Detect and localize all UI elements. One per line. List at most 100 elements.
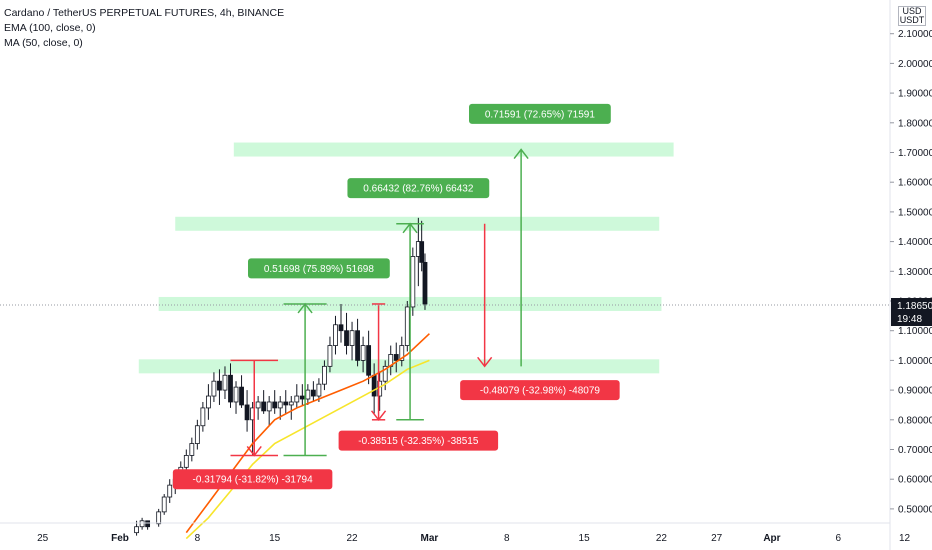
candle-4 (162, 494, 166, 515)
candle-body (256, 402, 260, 408)
time-axis[interactable]: 25 Feb 8 15 22 Mar 8 15 22 27 Apr 6 12 (37, 533, 910, 544)
x-tick-label-3: 15 (269, 533, 281, 544)
candle-body (339, 325, 343, 331)
candle-body (223, 375, 227, 390)
candle-22 (262, 390, 266, 414)
y-tick-label-6: 1.50000 (898, 207, 932, 218)
candle-body (217, 381, 221, 390)
measures-layer: 0.51698 (75.89%) 51698 0.66432 (82.76%) 6… (173, 104, 620, 489)
candle-body (311, 390, 315, 396)
x-tick-label-7: 15 (579, 533, 591, 544)
measure-label: 0.71591 (72.65%) 71591 (485, 109, 596, 120)
candle-body (405, 307, 409, 346)
y-tick-label-3: 1.80000 (898, 118, 932, 129)
candle-body (190, 444, 194, 456)
symbol-title[interactable]: Cardano / TetherUS PERPETUAL FUTURES, 4h… (4, 6, 284, 21)
y-tick-label-13: 0.80000 (898, 415, 932, 426)
currency-button[interactable]: USD USDT (898, 6, 926, 26)
candle-body (212, 381, 216, 396)
y-tick-label-16: 0.50000 (898, 504, 932, 515)
candle-21 (256, 396, 260, 420)
candle-9 (190, 438, 194, 462)
y-tick-label-0: 2.10000 (898, 29, 932, 40)
candle-body (350, 331, 354, 346)
ema-legend-item[interactable]: EMA (100, close, 0) (4, 21, 284, 36)
candle-body (168, 485, 172, 497)
measure-label: 0.51698 (75.89%) 51698 (264, 264, 375, 275)
candle-body (229, 375, 233, 402)
y-tick-label-7: 1.40000 (898, 237, 932, 248)
candle-23 (267, 396, 271, 426)
candle-28 (295, 384, 299, 408)
candle-1 (140, 518, 144, 530)
y-tick-label-1: 2.00000 (898, 59, 932, 70)
x-tick-label-2: 8 (195, 533, 201, 544)
candle-24 (273, 390, 277, 414)
candle-29 (300, 384, 304, 405)
x-tick-label-6: 8 (504, 533, 510, 544)
measure-4: -0.38515 (-32.35%) -38515 (339, 304, 499, 451)
candle-body (234, 387, 238, 402)
y-tick-label-5: 1.60000 (898, 178, 932, 189)
candle-35 (333, 316, 337, 355)
y-tick-label-11: 1.00000 (898, 356, 932, 367)
x-tick-label-4: 22 (346, 533, 358, 544)
candle-2 (146, 521, 150, 530)
candle-18 (240, 375, 244, 408)
candle-body (206, 396, 210, 408)
candle-body (273, 402, 277, 408)
y-tick-label-12: 0.90000 (898, 386, 932, 397)
candle-body (295, 396, 299, 402)
candle-19 (245, 390, 249, 432)
ma-legend-item[interactable]: MA (50, close, 0) (4, 36, 284, 51)
x-tick-label-10: Apr (763, 533, 780, 544)
candle-body (140, 521, 144, 527)
x-tick-label-5: Mar (421, 533, 439, 544)
x-tick-label-11: 6 (835, 533, 841, 544)
candle-body (201, 408, 205, 426)
candle-body (135, 527, 139, 533)
candle-body (322, 366, 326, 384)
candle-body (289, 402, 293, 405)
x-tick-label-8: 22 (656, 533, 668, 544)
candle-body (394, 354, 398, 360)
candle-41 (367, 331, 371, 384)
x-tick-label-1: Feb (111, 533, 129, 544)
candle-11 (201, 402, 205, 432)
candle-body (317, 384, 321, 396)
y-tick-label-2: 1.90000 (898, 89, 932, 100)
candle-27 (289, 396, 293, 420)
chart-legend: Cardano / TetherUS PERPETUAL FUTURES, 4h… (4, 6, 284, 51)
candle-body (361, 346, 365, 361)
candle-body (333, 325, 337, 346)
candle-38 (350, 322, 354, 361)
measure-label: -0.31794 (-31.82%) -31794 (193, 475, 314, 486)
candle-48 (405, 301, 409, 351)
measure-5: -0.48079 (-32.98%) -48079 (460, 224, 620, 400)
x-tick-label-9: 27 (711, 533, 723, 544)
candle-body (184, 455, 188, 467)
candle-body (278, 402, 282, 408)
candle-26 (284, 390, 288, 414)
candle-body (372, 375, 376, 396)
price-axis[interactable]: 2.10000 2.00000 1.90000 1.80000 1.70000 1.600… (890, 29, 932, 515)
candle-body (345, 331, 349, 346)
candle-body (328, 346, 332, 367)
candle-body (195, 426, 199, 444)
candle-body (157, 512, 161, 524)
candle-12 (206, 384, 210, 420)
candle-13 (212, 372, 216, 402)
last-price-value: 1.18650 (897, 301, 932, 312)
candle-body (356, 331, 360, 361)
candle-body (262, 402, 266, 411)
candle-5 (168, 479, 172, 503)
candle-body (420, 242, 424, 263)
candle-body (300, 396, 304, 399)
zone-3 (139, 359, 659, 373)
y-tick-label-14: 0.70000 (898, 445, 932, 456)
candle-body (162, 497, 166, 512)
x-tick-label-0: 25 (37, 533, 49, 544)
candle-body (146, 521, 150, 527)
candle-14 (217, 369, 221, 405)
